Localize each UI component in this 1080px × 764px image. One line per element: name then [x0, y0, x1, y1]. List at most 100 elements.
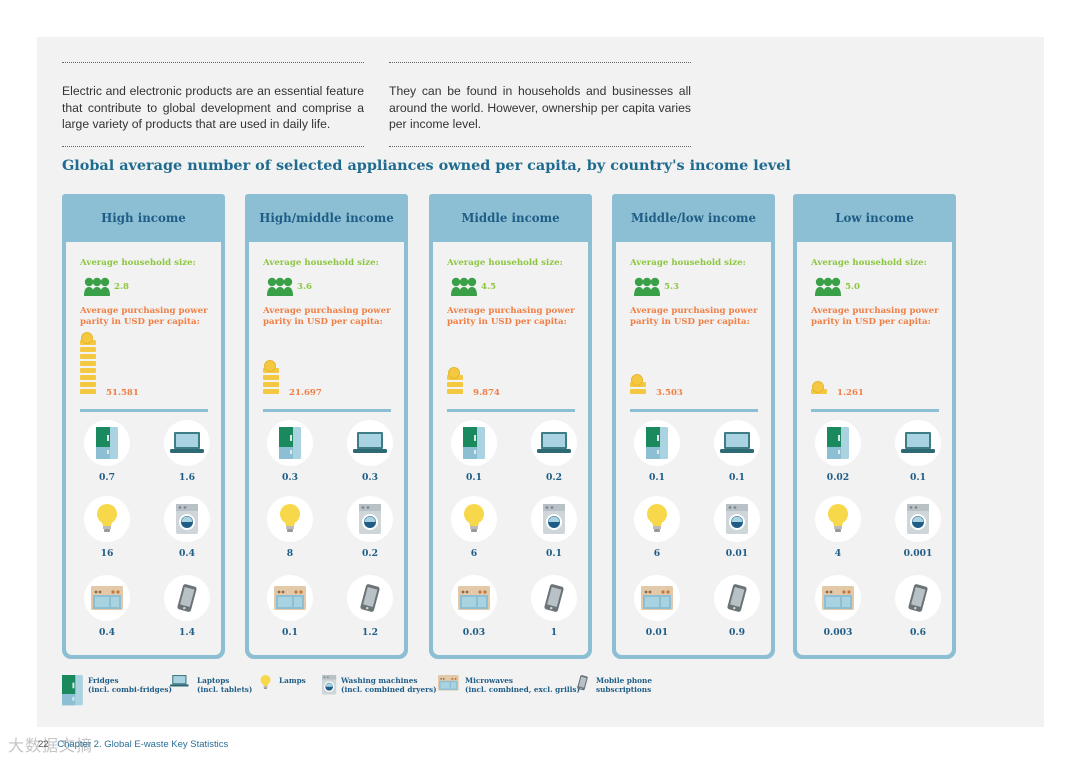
- laptops-icon: [170, 675, 189, 689]
- phones-value: 1.2: [362, 627, 378, 638]
- household-size-label: Average household size:: [80, 258, 196, 268]
- people-icon: [812, 276, 846, 296]
- washing-icon: [322, 675, 337, 697]
- lamps-value: 6: [653, 548, 661, 559]
- legend-item-microwaves: Microwaves (incl. combined, excl. grills): [438, 675, 580, 703]
- microwaves-value: 0.03: [462, 627, 486, 638]
- washing-stat: 0.001: [895, 496, 943, 568]
- phones-icon: [714, 575, 760, 621]
- phones-icon: [164, 575, 210, 621]
- phones-value: 0.9: [729, 627, 745, 638]
- phones-stat: 1.2: [347, 575, 395, 647]
- washing-icon: [347, 496, 393, 542]
- ppp-label: Average purchasing power parity in USD p…: [630, 306, 758, 327]
- lamps-stat: 16: [84, 496, 132, 568]
- lamps-stat: 6: [451, 496, 499, 568]
- fridges-value: 0.7: [99, 472, 115, 483]
- fridges-icon: [267, 420, 313, 466]
- microwaves-value: 0.01: [645, 627, 669, 638]
- microwaves-icon: [634, 575, 680, 621]
- fridges-stat: 0.1: [634, 420, 682, 492]
- legend-label: Fridges: [88, 676, 119, 685]
- ppp-value: 9.874: [473, 388, 500, 398]
- laptops-stat: 1.6: [164, 420, 212, 492]
- people-icon: [81, 276, 115, 296]
- fridges-icon: [634, 420, 680, 466]
- ppp-value: 1.261: [837, 388, 864, 398]
- phones-icon: [577, 675, 588, 693]
- microwaves-stat: 0.01: [634, 575, 682, 647]
- washing-stat: 0.01: [714, 496, 762, 568]
- washing-icon: [164, 496, 210, 542]
- microwaves-icon: [267, 575, 313, 621]
- income-column: High/middle income Average household siz…: [245, 194, 408, 659]
- coin-stack-icon: [263, 360, 281, 396]
- income-column: Middle/low income Average household size…: [612, 194, 775, 659]
- lamps-icon: [84, 496, 130, 542]
- column-title: Low income: [835, 211, 914, 225]
- lamps-stat: 4: [815, 496, 863, 568]
- microwaves-icon: [451, 575, 497, 621]
- household-size-value: 2.8: [114, 282, 129, 292]
- page-number: 22: [38, 739, 49, 750]
- divider: [263, 409, 391, 412]
- household-size-label: Average household size:: [263, 258, 379, 268]
- legend-sublabel: (incl. combined, excl. grills): [465, 685, 580, 694]
- column-title: Middle income: [461, 211, 560, 225]
- phones-value: 0.6: [910, 627, 926, 638]
- washing-stat: 0.2: [347, 496, 395, 568]
- coin-stack-icon: [80, 332, 98, 396]
- legend-item-phones: Mobile phone subscriptions: [577, 675, 652, 707]
- fridges-value: 0.1: [649, 472, 665, 483]
- laptops-value: 1.6: [179, 472, 195, 483]
- phones-value: 1.4: [179, 627, 195, 638]
- people-icon: [448, 276, 482, 296]
- microwaves-value: 0.1: [282, 627, 298, 638]
- microwaves-stat: 0.003: [815, 575, 863, 647]
- column-body: Average household size: 2.8 Average purc…: [66, 242, 221, 655]
- lamps-icon: [634, 496, 680, 542]
- people-icon: [631, 276, 665, 296]
- phones-icon: [895, 575, 941, 621]
- lamps-value: 4: [834, 548, 842, 559]
- divider: [447, 409, 575, 412]
- ppp-value: 21.697: [289, 388, 322, 398]
- lamps-value: 8: [286, 548, 294, 559]
- fridges-value: 0.3: [282, 472, 298, 483]
- laptops-stat: 0.2: [531, 420, 579, 492]
- watermark: 大数据文摘: [8, 736, 94, 755]
- footer-chapter: Chapter 2. Global E-waste Key Statistics: [57, 739, 229, 750]
- coin-stack-icon: [630, 374, 648, 396]
- fridges-stat: 0.02: [815, 420, 863, 492]
- divider: [630, 409, 758, 412]
- fridges-value: 0.02: [826, 472, 850, 483]
- laptops-stat: 0.1: [714, 420, 762, 492]
- fridges-icon: [451, 420, 497, 466]
- laptops-value: 0.2: [546, 472, 562, 483]
- legend-label: Lamps: [279, 676, 306, 685]
- washing-stat: 0.4: [164, 496, 212, 568]
- microwaves-stat: 0.03: [451, 575, 499, 647]
- laptops-icon: [347, 420, 393, 466]
- legend-item-washing: Washing machines (incl. combined dryers): [322, 675, 437, 709]
- ppp-label: Average purchasing power parity in USD p…: [80, 306, 208, 327]
- household-size-value: 3.6: [297, 282, 312, 292]
- legend-sublabel: subscriptions: [596, 685, 652, 694]
- washing-stat: 0.1: [531, 496, 579, 568]
- microwaves-icon: [815, 575, 861, 621]
- lamps-icon: [267, 496, 313, 542]
- intro-paragraph-left: Electric and electronic products are an …: [62, 62, 364, 147]
- fridges-icon: [815, 420, 861, 466]
- footer: 22 Chapter 2. Global E-waste Key Statist…: [38, 739, 228, 750]
- lamps-value: 6: [470, 548, 478, 559]
- ppp-value: 51.581: [106, 388, 139, 398]
- lamps-icon: [260, 675, 271, 692]
- household-size-label: Average household size:: [630, 258, 746, 268]
- microwaves-value: 0.003: [823, 627, 853, 638]
- income-column: Low income Average household size: 5.0 A…: [793, 194, 956, 659]
- divider: [80, 409, 208, 412]
- laptops-value: 0.3: [362, 472, 378, 483]
- ppp-label: Average purchasing power parity in USD p…: [811, 306, 939, 327]
- lamps-icon: [451, 496, 497, 542]
- laptops-icon: [895, 420, 941, 466]
